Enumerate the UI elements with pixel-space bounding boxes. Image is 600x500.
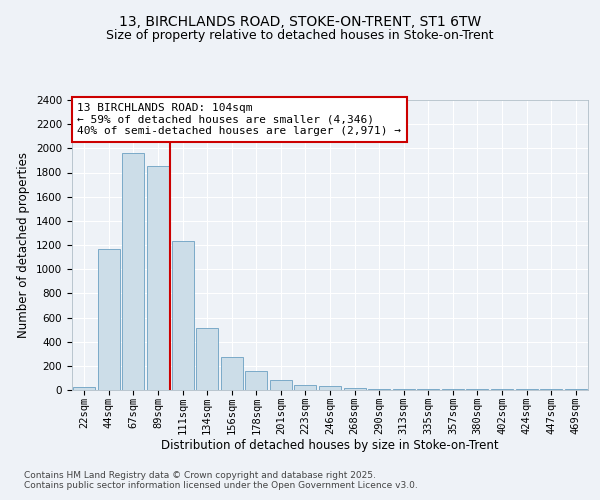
Text: 13 BIRCHLANDS ROAD: 104sqm
← 59% of detached houses are smaller (4,346)
40% of s: 13 BIRCHLANDS ROAD: 104sqm ← 59% of deta… bbox=[77, 103, 401, 136]
Bar bbox=[245, 372, 268, 390]
Bar bbox=[368, 389, 390, 390]
Text: Contains HM Land Registry data © Crown copyright and database right 2025.: Contains HM Land Registry data © Crown c… bbox=[24, 470, 376, 480]
Bar bbox=[319, 386, 341, 390]
Bar bbox=[147, 166, 169, 390]
Bar bbox=[172, 242, 194, 390]
Bar bbox=[196, 328, 218, 390]
Y-axis label: Number of detached properties: Number of detached properties bbox=[17, 152, 31, 338]
Bar bbox=[73, 387, 95, 390]
Bar bbox=[344, 388, 365, 390]
Text: Size of property relative to detached houses in Stoke-on-Trent: Size of property relative to detached ho… bbox=[106, 28, 494, 42]
Text: 13, BIRCHLANDS ROAD, STOKE-ON-TRENT, ST1 6TW: 13, BIRCHLANDS ROAD, STOKE-ON-TRENT, ST1… bbox=[119, 16, 481, 30]
Bar bbox=[122, 153, 145, 390]
X-axis label: Distribution of detached houses by size in Stoke-on-Trent: Distribution of detached houses by size … bbox=[161, 440, 499, 452]
Text: Contains public sector information licensed under the Open Government Licence v3: Contains public sector information licen… bbox=[24, 482, 418, 490]
Bar bbox=[295, 385, 316, 390]
Bar bbox=[98, 249, 120, 390]
Bar bbox=[221, 358, 243, 390]
Bar bbox=[270, 380, 292, 390]
